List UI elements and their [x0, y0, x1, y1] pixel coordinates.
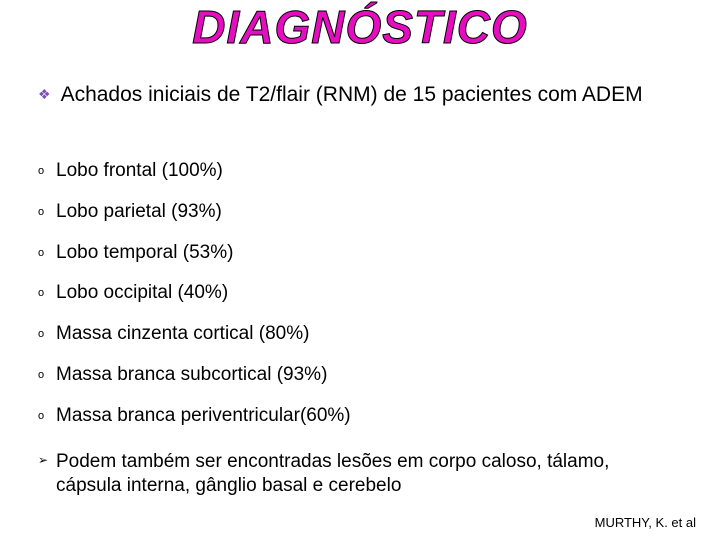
circle-bullet-icon: o — [38, 201, 56, 223]
citation: MURTHY, K. et al — [595, 515, 696, 530]
list-item-text: Lobo frontal (100%) — [56, 160, 223, 183]
circle-bullet-icon: o — [38, 242, 56, 264]
list-item-text: Lobo temporal (53%) — [56, 242, 233, 265]
list-item-text: Lobo parietal (93%) — [56, 201, 222, 224]
list-item-text: Massa branca subcortical (93%) — [56, 364, 327, 387]
circle-bullet-icon: o — [38, 160, 56, 182]
list-item: o Massa branca subcortical (93%) — [38, 364, 678, 387]
list-item: o Lobo parietal (93%) — [38, 201, 678, 224]
list-item: o Lobo frontal (100%) — [38, 160, 678, 183]
circle-bullet-icon: o — [38, 282, 56, 304]
arrow-bullet-icon: ➢ — [38, 453, 56, 467]
circle-bullet-icon: o — [38, 364, 56, 386]
list-item: o Lobo occipital (40%) — [38, 282, 678, 305]
main-bullet: ❖ Achados iniciais de T2/flair (RNM) de … — [38, 82, 678, 108]
list-item: o Massa cinzenta cortical (80%) — [38, 323, 678, 346]
note-text: Podem também ser encontradas lesões em c… — [56, 450, 678, 498]
diamond-bullet-icon: ❖ — [38, 86, 51, 103]
note-bullet: ➢ Podem também ser encontradas lesões em… — [38, 450, 678, 498]
circle-bullet-icon: o — [38, 405, 56, 427]
list-item-text: Massa cinzenta cortical (80%) — [56, 323, 309, 346]
list-item-text: Lobo occipital (40%) — [56, 282, 228, 305]
slide-title: DIAGNÓSTICO — [0, 0, 720, 54]
main-bullet-text: Achados iniciais de T2/flair (RNM) de 15… — [61, 82, 643, 108]
list-item: o Massa branca periventricular(60%) — [38, 405, 678, 428]
slide: DIAGNÓSTICO ❖ Achados iniciais de T2/fla… — [0, 0, 720, 540]
list-item: o Lobo temporal (53%) — [38, 242, 678, 265]
sub-list: o Lobo frontal (100%) o Lobo parietal (9… — [38, 160, 678, 446]
circle-bullet-icon: o — [38, 323, 56, 345]
list-item-text: Massa branca periventricular(60%) — [56, 405, 351, 428]
